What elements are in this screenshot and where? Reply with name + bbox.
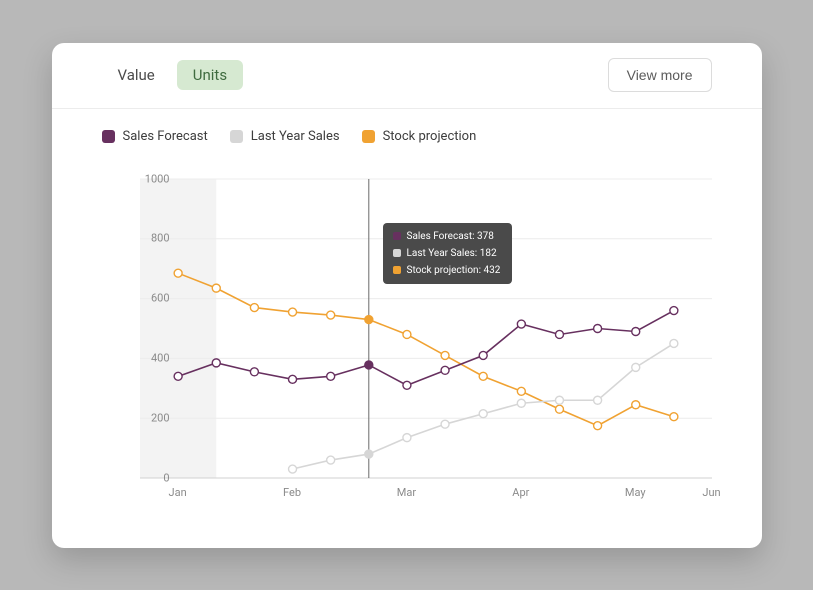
- x-tick-label: May: [625, 486, 646, 499]
- y-tick-label: 1000: [140, 172, 170, 185]
- marker-sales-forecast: [326, 372, 334, 380]
- marker-last-year: [441, 420, 449, 428]
- legend-label: Last Year Sales: [251, 129, 340, 144]
- y-tick-label: 400: [140, 351, 170, 364]
- x-tick-label: Mar: [397, 486, 416, 499]
- swatch-last-year: [230, 130, 243, 143]
- marker-stock: [517, 387, 525, 395]
- line-last-year: [292, 343, 673, 469]
- marker-sales-forecast: [441, 366, 449, 374]
- tab-units[interactable]: Units: [177, 60, 243, 90]
- swatch-stock: [362, 130, 375, 143]
- y-tick-label: 800: [140, 232, 170, 245]
- marker-stock: [441, 351, 449, 359]
- tab-value[interactable]: Value: [102, 60, 171, 90]
- marker-stock: [593, 421, 601, 429]
- marker-stock: [174, 269, 182, 277]
- marker-sales-forecast: [364, 360, 372, 368]
- marker-sales-forecast: [402, 381, 410, 389]
- legend: Sales Forecast Last Year Sales Stock pro…: [52, 109, 762, 144]
- marker-stock: [250, 303, 258, 311]
- marker-last-year: [555, 396, 563, 404]
- x-tick-label: Jan: [169, 486, 187, 499]
- marker-last-year: [364, 450, 372, 458]
- marker-last-year: [593, 396, 601, 404]
- y-tick-label: 600: [140, 292, 170, 305]
- marker-stock: [479, 372, 487, 380]
- legend-item-stock[interactable]: Stock projection: [362, 129, 477, 144]
- marker-sales-forecast: [631, 327, 639, 335]
- marker-last-year: [669, 339, 677, 347]
- marker-stock: [212, 284, 220, 292]
- marker-stock: [288, 308, 296, 316]
- marker-stock: [631, 400, 639, 408]
- marker-sales-forecast: [174, 372, 182, 380]
- marker-sales-forecast: [212, 358, 220, 366]
- marker-sales-forecast: [555, 330, 563, 338]
- x-tick-label: Apr: [512, 486, 529, 499]
- chart-card: Value Units View more Sales Forecast Las…: [52, 43, 762, 548]
- marker-stock: [669, 412, 677, 420]
- marker-last-year: [288, 465, 296, 473]
- marker-sales-forecast: [593, 324, 601, 332]
- x-tick-label: Feb: [283, 486, 301, 499]
- marker-last-year: [631, 363, 639, 371]
- marker-last-year: [402, 433, 410, 441]
- y-tick-label: 0: [140, 471, 170, 484]
- legend-label: Stock projection: [383, 129, 477, 144]
- marker-sales-forecast: [669, 306, 677, 314]
- marker-last-year: [517, 399, 525, 407]
- topbar: Value Units View more: [52, 43, 762, 109]
- marker-last-year: [479, 409, 487, 417]
- chart-area: Sales Forecast: 378Last Year Sales: 182S…: [102, 173, 712, 508]
- marker-sales-forecast: [479, 351, 487, 359]
- legend-label: Sales Forecast: [123, 129, 208, 144]
- x-tick-label: Jun: [702, 486, 720, 499]
- line-chart-svg: [102, 173, 712, 508]
- view-more-button[interactable]: View more: [608, 58, 712, 92]
- legend-item-sales-forecast[interactable]: Sales Forecast: [102, 129, 208, 144]
- marker-sales-forecast: [250, 367, 258, 375]
- y-tick-label: 200: [140, 411, 170, 424]
- marker-stock: [402, 330, 410, 338]
- marker-stock: [326, 311, 334, 319]
- marker-stock: [555, 405, 563, 413]
- swatch-sales-forecast: [102, 130, 115, 143]
- legend-item-last-year[interactable]: Last Year Sales: [230, 129, 340, 144]
- marker-stock: [364, 315, 372, 323]
- marker-sales-forecast: [517, 320, 525, 328]
- marker-last-year: [326, 456, 334, 464]
- marker-sales-forecast: [288, 375, 296, 383]
